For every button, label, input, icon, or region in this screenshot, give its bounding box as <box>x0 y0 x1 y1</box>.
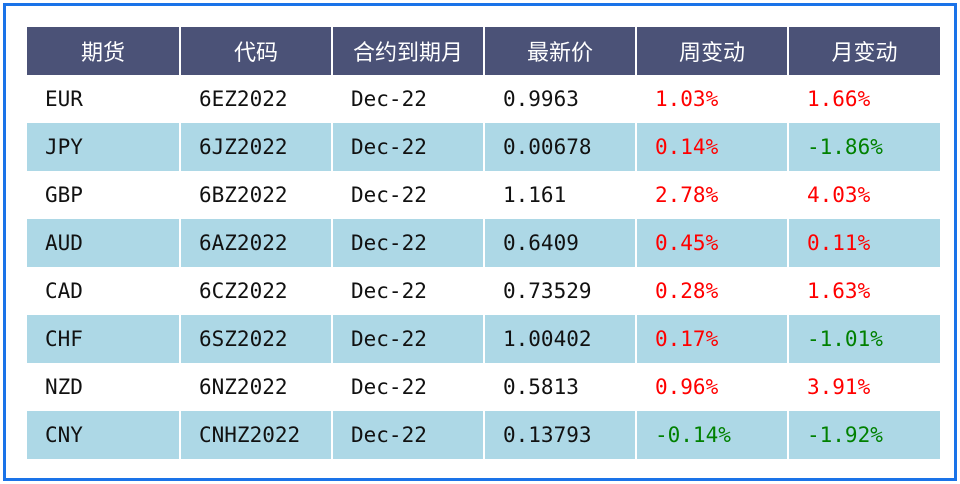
table-header: 期货 代码 合约到期月 最新价 周变动 月变动 <box>27 27 940 75</box>
cell-future: AUD <box>27 219 181 267</box>
table-body: EUR 6EZ2022 Dec-22 0.9963 1.03% 1.66% JP… <box>27 75 940 459</box>
header-code[interactable]: 代码 <box>180 27 333 75</box>
cell-monthly-change: 3.91% <box>788 363 940 411</box>
cell-future: EUR <box>27 75 181 123</box>
cell-future: CHF <box>27 315 181 363</box>
cell-weekly-change: 0.14% <box>636 123 789 171</box>
cell-future: GBP <box>27 171 181 219</box>
cell-monthly-change: 0.11% <box>788 219 940 267</box>
cell-code: 6NZ2022 <box>180 363 333 411</box>
cell-expiry: Dec-22 <box>332 171 485 219</box>
table-row: JPY 6JZ2022 Dec-22 0.00678 0.14% -1.86% <box>27 123 940 171</box>
cell-code: 6JZ2022 <box>180 123 333 171</box>
table-row: CNY CNHZ2022 Dec-22 0.13793 -0.14% -1.92… <box>27 411 940 459</box>
header-weekly-change[interactable]: 周变动 <box>636 27 789 75</box>
cell-monthly-change: -1.86% <box>788 123 940 171</box>
header-expiry[interactable]: 合约到期月 <box>332 27 485 75</box>
cell-expiry: Dec-22 <box>332 315 485 363</box>
table-row: GBP 6BZ2022 Dec-22 1.161 2.78% 4.03% <box>27 171 940 219</box>
cell-last-price: 0.9963 <box>484 75 637 123</box>
cell-monthly-change: 1.63% <box>788 267 940 315</box>
cell-expiry: Dec-22 <box>332 75 485 123</box>
cell-code: 6SZ2022 <box>180 315 333 363</box>
cell-weekly-change: 2.78% <box>636 171 789 219</box>
cell-monthly-change: 4.03% <box>788 171 940 219</box>
header-monthly-change[interactable]: 月变动 <box>788 27 940 75</box>
cell-last-price: 1.00402 <box>484 315 637 363</box>
cell-monthly-change: -1.01% <box>788 315 940 363</box>
cell-code: 6EZ2022 <box>180 75 333 123</box>
futures-table: 期货 代码 合约到期月 最新价 周变动 月变动 EUR 6EZ2022 Dec-… <box>27 27 940 459</box>
cell-monthly-change: -1.92% <box>788 411 940 459</box>
cell-monthly-change: 1.66% <box>788 75 940 123</box>
cell-weekly-change: 0.96% <box>636 363 789 411</box>
cell-future: NZD <box>27 363 181 411</box>
cell-weekly-change: 1.03% <box>636 75 789 123</box>
cell-last-price: 1.161 <box>484 171 637 219</box>
cell-last-price: 0.13793 <box>484 411 637 459</box>
table-row: NZD 6NZ2022 Dec-22 0.5813 0.96% 3.91% <box>27 363 940 411</box>
cell-last-price: 0.5813 <box>484 363 637 411</box>
cell-expiry: Dec-22 <box>332 123 485 171</box>
cell-weekly-change: 0.45% <box>636 219 789 267</box>
table-frame: 期货 代码 合约到期月 最新价 周变动 月变动 EUR 6EZ2022 Dec-… <box>3 3 957 481</box>
cell-weekly-change: 0.28% <box>636 267 789 315</box>
cell-future: CAD <box>27 267 181 315</box>
header-last-price[interactable]: 最新价 <box>484 27 637 75</box>
cell-expiry: Dec-22 <box>332 411 485 459</box>
cell-code: 6CZ2022 <box>180 267 333 315</box>
cell-future: CNY <box>27 411 181 459</box>
cell-expiry: Dec-22 <box>332 267 485 315</box>
cell-code: CNHZ2022 <box>180 411 333 459</box>
cell-expiry: Dec-22 <box>332 219 485 267</box>
cell-weekly-change: -0.14% <box>636 411 789 459</box>
table-row: EUR 6EZ2022 Dec-22 0.9963 1.03% 1.66% <box>27 75 940 123</box>
cell-last-price: 0.00678 <box>484 123 637 171</box>
cell-code: 6BZ2022 <box>180 171 333 219</box>
header-future[interactable]: 期货 <box>27 27 181 75</box>
cell-weekly-change: 0.17% <box>636 315 789 363</box>
table-row: AUD 6AZ2022 Dec-22 0.6409 0.45% 0.11% <box>27 219 940 267</box>
table-row: CAD 6CZ2022 Dec-22 0.73529 0.28% 1.63% <box>27 267 940 315</box>
cell-expiry: Dec-22 <box>332 363 485 411</box>
table-row: CHF 6SZ2022 Dec-22 1.00402 0.17% -1.01% <box>27 315 940 363</box>
cell-last-price: 0.73529 <box>484 267 637 315</box>
cell-code: 6AZ2022 <box>180 219 333 267</box>
header-row: 期货 代码 合约到期月 最新价 周变动 月变动 <box>27 27 940 75</box>
cell-last-price: 0.6409 <box>484 219 637 267</box>
cell-future: JPY <box>27 123 181 171</box>
